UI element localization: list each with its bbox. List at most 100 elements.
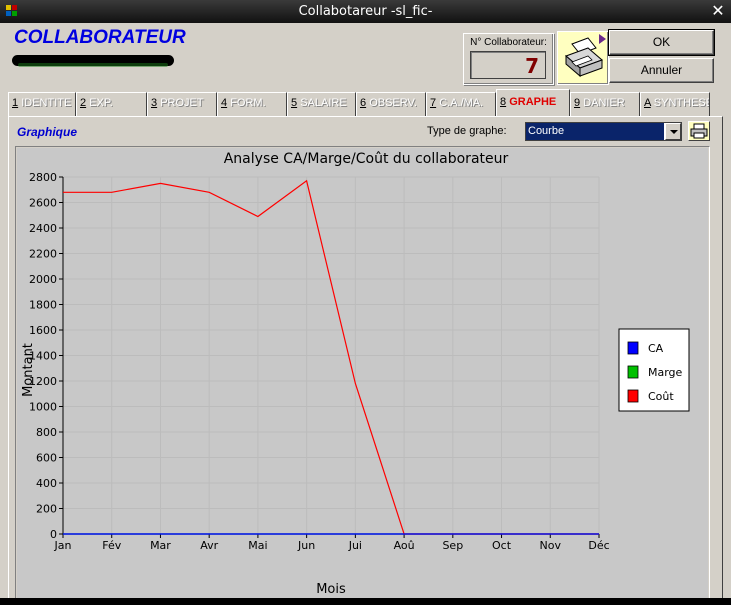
printer-icon: [565, 37, 603, 78]
y-tick-label: 400: [36, 477, 57, 490]
chart-legend: CA Marge Coût: [618, 328, 690, 412]
y-tick-label: 1400: [29, 350, 57, 363]
tab-identite[interactable]: 1 IDENTITE: [8, 92, 76, 116]
line-chart: Analyse CA/Marge/Coût du collaborateur 0…: [21, 151, 690, 597]
page-title: COLLABORATEUR: [14, 27, 186, 48]
x-tick-label: Jan: [54, 539, 72, 552]
y-tick-label: 1800: [29, 299, 57, 312]
tab-number: A: [644, 97, 651, 109]
tab-label: SALAIRE: [300, 97, 347, 109]
tab-graphe[interactable]: 8 GRAPHE: [496, 89, 570, 116]
window-title: Collabotareur -sl_fic-: [298, 4, 433, 19]
tab-label: FORM.: [230, 97, 266, 109]
tab-number: 1: [12, 97, 19, 109]
x-tick-label: Mai: [248, 539, 267, 552]
graph-panel: Graphique Type de graphe: Courbe Analyse…: [8, 116, 723, 603]
collaborator-number-group: N° Collaborateur: 7: [463, 33, 554, 85]
tab-label: SYNTHESE: [653, 97, 710, 109]
x-tick-label: Mar: [150, 539, 171, 552]
y-tick-label: 2600: [29, 197, 57, 210]
y-tick-label: 0: [50, 528, 57, 541]
x-tick-label: Jun: [297, 539, 315, 552]
graph-type-label: Type de graphe:: [427, 125, 507, 137]
tab-label: C.A./MA.: [439, 97, 484, 109]
x-axis-label: Mois: [316, 582, 346, 597]
series-line-coût: [63, 179, 599, 535]
tab-number: 5: [291, 97, 298, 109]
x-tick-label: Déc: [588, 539, 609, 552]
legend-swatch: [627, 341, 639, 355]
legend-label: Coût: [648, 390, 674, 403]
client-area: COLLABORATEUR N° Collaborateur: 7 OK Ann…: [2, 23, 729, 603]
app-icon: [6, 5, 17, 16]
x-tick-label: Avr: [200, 539, 218, 552]
x-tick-label: Jui: [348, 539, 362, 552]
y-tick-label: 1200: [29, 375, 57, 388]
legend-swatch: [627, 389, 639, 403]
tab-synthese[interactable]: A SYNTHESE: [640, 92, 710, 116]
chart-area: Analyse CA/Marge/Coût du collaborateur 0…: [17, 148, 708, 599]
tab-label: DANIER: [583, 97, 625, 109]
tab-label: OBSERV.: [369, 97, 417, 109]
chevron-down-icon[interactable]: [665, 123, 681, 140]
tab-number: 2: [80, 97, 87, 109]
tab-observ[interactable]: 6 OBSERV.: [356, 92, 426, 116]
chart-title: Analyse CA/Marge/Coût du collaborateur: [224, 151, 509, 167]
tab-form[interactable]: 4 FORM.: [217, 92, 287, 116]
close-icon[interactable]: ✕: [711, 1, 725, 20]
y-tick-label: 2200: [29, 248, 57, 261]
tab-number: 3: [151, 97, 158, 109]
x-tick-label: Nov: [540, 539, 562, 552]
tab-ca-ma[interactable]: 7 C.A./MA.: [426, 92, 496, 116]
tab-label: IDENTITE: [21, 97, 72, 109]
tab-label: EXP.: [89, 97, 113, 109]
y-tick-label: 800: [36, 426, 57, 439]
legend-label: Marge: [648, 366, 683, 379]
tab-projet[interactable]: 3 PROJET: [147, 92, 217, 116]
tab-salaire[interactable]: 5 SALAIRE: [287, 92, 356, 116]
y-tick-label: 2400: [29, 222, 57, 235]
chart-frame: Analyse CA/Marge/Coût du collaborateur 0…: [15, 146, 710, 601]
chart-grid: [62, 176, 600, 535]
tab-number: 6: [360, 97, 367, 109]
tab-number: 9: [574, 97, 581, 109]
tab-danier[interactable]: 9 DANIER: [570, 92, 640, 116]
graph-type-value: Courbe: [526, 123, 664, 140]
chart-series: [63, 179, 599, 535]
title-bar[interactable]: Collabotareur -sl_fic- ✕: [0, 0, 731, 23]
y-tick-label: 600: [36, 452, 57, 465]
tab-label: GRAPHE: [509, 96, 557, 108]
menu-arrow-icon: [599, 34, 606, 44]
y-axis-label: Montant: [21, 343, 36, 397]
redacted-name: [12, 55, 174, 67]
ok-button[interactable]: OK: [608, 29, 715, 56]
legend-label: CA: [648, 342, 664, 355]
graph-type-select[interactable]: Courbe: [525, 122, 682, 141]
y-tick-label: 2800: [29, 171, 57, 184]
print-button[interactable]: [557, 31, 609, 85]
section-title: Graphique: [17, 125, 78, 139]
tab-number: 4: [221, 97, 228, 109]
print-chart-button[interactable]: [688, 121, 710, 141]
tab-number: 7: [430, 97, 437, 109]
y-tick-label: 200: [36, 503, 57, 516]
collaborator-number-label: N° Collaborateur:: [470, 37, 547, 48]
cancel-button[interactable]: Annuler: [609, 58, 714, 83]
y-tick-label: 1000: [29, 401, 57, 414]
x-tick-label: Oct: [492, 539, 512, 552]
printer-icon: [690, 123, 708, 139]
y-axis-ticks: 0 200 400 600 800 1000 1200 1400 1600 1800 2000 220…: [29, 171, 63, 541]
collaborator-number-value: 7: [470, 51, 546, 79]
x-axis-ticks: Jan Fév Mar Avr Mai Jun Jui Aoû Sep Oct Nov Déc: [54, 534, 610, 552]
tab-bar: 1 IDENTITE 2 EXP. 3 PROJET 4 FORM. 5 SAL…: [8, 89, 723, 116]
bottom-border: [0, 598, 731, 605]
tab-number: 8: [500, 96, 507, 108]
x-tick-label: Aoû: [394, 539, 415, 552]
legend-swatch: [627, 365, 639, 379]
tab-label: PROJET: [160, 97, 204, 109]
x-tick-label: Fév: [102, 539, 121, 552]
tab-exp[interactable]: 2 EXP.: [76, 92, 147, 116]
y-tick-label: 1600: [29, 324, 57, 337]
x-tick-label: Sep: [442, 539, 463, 552]
